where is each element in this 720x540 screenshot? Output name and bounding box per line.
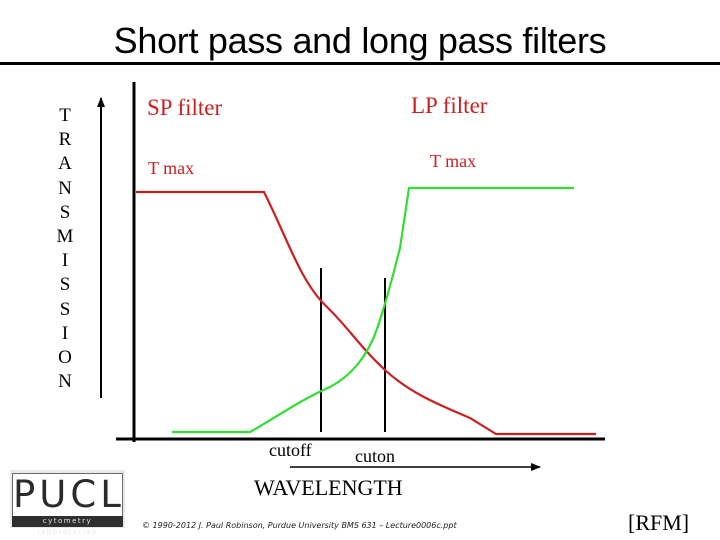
y-axis-letter: N <box>58 371 72 393</box>
y-axis-letter: T <box>59 105 71 126</box>
y-axis-letter: S <box>59 274 71 296</box>
sp-filter-label: SP filter <box>147 95 223 120</box>
logo-frame: PUCL <box>12 473 123 517</box>
y-axis-letter: I <box>61 322 69 344</box>
y-axis-letter: A <box>58 153 72 175</box>
y-axis-letter: S <box>59 201 71 223</box>
page-title: Short pass and long pass filters <box>113 20 607 61</box>
lp-filter-curve <box>172 186 574 434</box>
cuton-label: cuton <box>355 446 395 466</box>
copyright-notice: © 1990-2012 J. Paul Robinson, Purdue Uni… <box>142 521 457 530</box>
y-axis-letter: N <box>58 177 72 199</box>
y-axis-letter: I <box>61 250 69 272</box>
lp-tmax-label: T max <box>430 151 476 171</box>
wavelength-label: WAVELENGTH <box>254 475 403 500</box>
pucl-logo: PUCL cytometry laboratories <box>10 470 125 536</box>
sp-filter-curve <box>136 190 596 436</box>
title-underline <box>0 62 720 65</box>
y-axis-letter: S <box>59 298 71 320</box>
y-axis-letter: R <box>58 129 72 151</box>
logo-tagline: cytometry laboratories <box>12 516 123 536</box>
y-axis-letter: O <box>58 347 72 369</box>
rfm-tag: [RFM] <box>628 510 690 535</box>
sp-tmax-label: T max <box>148 158 194 178</box>
logo-letters: PUCL <box>13 473 125 516</box>
y-axis-label: T R A N S M I S S I O N <box>55 104 75 394</box>
cutoff-label: cutoff <box>269 440 312 460</box>
lp-filter-label: LP filter <box>411 93 488 118</box>
y-axis-letter: M <box>56 226 74 248</box>
